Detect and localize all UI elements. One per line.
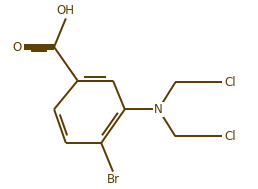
Text: Br: Br (107, 173, 119, 186)
Text: N: N (154, 103, 163, 116)
Text: O: O (13, 40, 22, 53)
Text: OH: OH (57, 4, 75, 17)
Text: Cl: Cl (224, 76, 236, 89)
Text: Cl: Cl (224, 130, 236, 143)
